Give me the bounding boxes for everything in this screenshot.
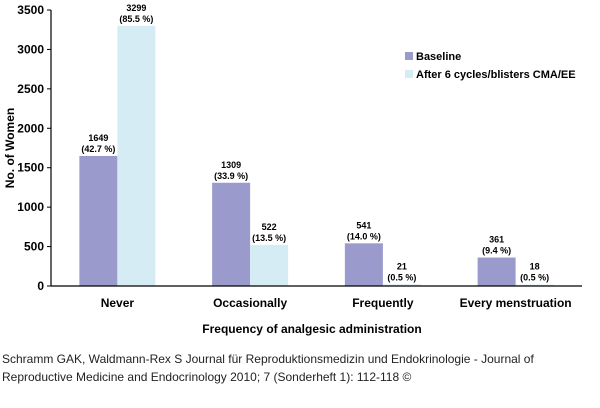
- data-label-value: 361: [489, 235, 504, 245]
- y-tick-label: 1000: [17, 200, 44, 214]
- data-label-value: 541: [356, 220, 371, 230]
- y-tick-label: 1500: [17, 161, 44, 175]
- x-axis-title: Frequency of analgesic administration: [202, 322, 421, 336]
- y-tick-label: 3500: [17, 3, 44, 17]
- data-label-percent: (42.7 %): [81, 144, 115, 154]
- bar-baseline-1: [212, 182, 251, 286]
- legend-swatch: [405, 52, 413, 60]
- bar-baseline-0: [79, 155, 118, 286]
- data-label-value: 1649: [88, 133, 108, 143]
- category-label: Never: [101, 296, 135, 310]
- data-label-value: 1309: [221, 160, 241, 170]
- y-tick-label: 2000: [17, 121, 44, 135]
- citation-line-1: Schramm GAK, Waldmann-Rex S Journal für …: [2, 352, 534, 366]
- y-axis-title: No. of Women: [3, 108, 17, 188]
- data-label-value: 21: [397, 261, 407, 271]
- bar-baseline-2: [344, 243, 383, 286]
- data-label-percent: (14.0 %): [347, 231, 381, 241]
- legend-swatch: [405, 70, 413, 78]
- data-label-percent: (85.5 %): [119, 14, 153, 24]
- bar-baseline-3: [477, 257, 516, 286]
- y-tick-label: 500: [24, 240, 44, 254]
- data-label-value: 522: [262, 222, 277, 232]
- data-label-value: 3299: [126, 3, 146, 13]
- data-label-percent: (13.5 %): [252, 233, 286, 243]
- bar-chart: No. of Women 0 500 1000 1500 2000 2500 3000 350…: [3, 3, 582, 336]
- data-label-value: 18: [530, 262, 540, 272]
- citation: Schramm GAK, Waldmann-Rex S Journal für …: [2, 350, 598, 386]
- citation-line-2: Reproductive Medicine and Endocrinology …: [2, 370, 412, 384]
- legend-label: After 6 cycles/blisters CMA/EE: [416, 69, 576, 81]
- bar-after-1: [250, 244, 289, 286]
- data-label-percent: (33.9 %): [214, 171, 248, 181]
- data-label-percent: (0.5 %): [387, 272, 416, 282]
- y-tick-label: 0: [37, 279, 44, 293]
- category-label: Frequently: [352, 296, 414, 310]
- legend: Baseline After 6 cycles/blisters CMA/EE: [405, 51, 576, 81]
- data-label-percent: (9.4 %): [482, 246, 511, 256]
- bar-after-2: [382, 284, 421, 286]
- bar-after-0: [117, 25, 156, 287]
- data-label-percent: (0.5 %): [520, 273, 549, 283]
- y-tick-label: 2500: [17, 82, 44, 96]
- bar-after-3: [515, 284, 554, 286]
- category-label: Every menstruation: [460, 296, 572, 310]
- legend-label: Baseline: [416, 51, 461, 63]
- category-label: Occasionally: [213, 296, 287, 310]
- y-tick-label: 3000: [17, 42, 44, 56]
